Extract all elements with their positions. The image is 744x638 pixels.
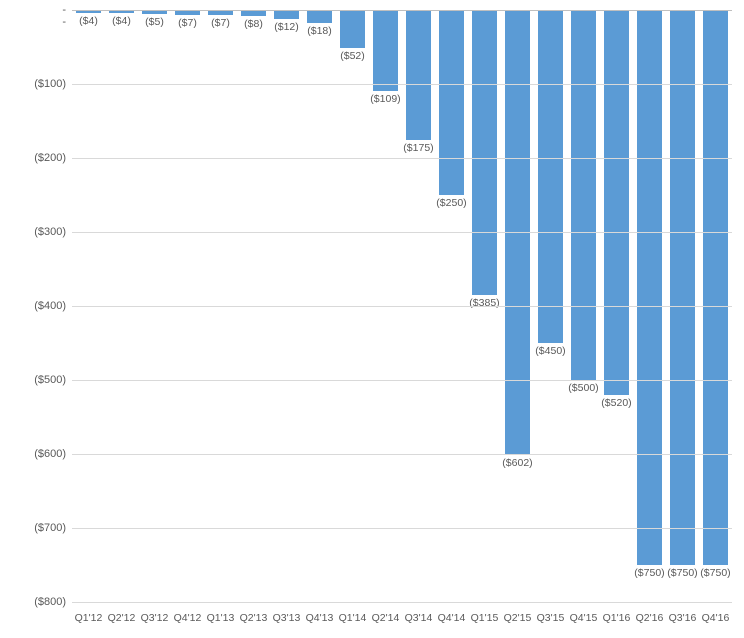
x-tick-label: Q3'12 (138, 612, 171, 624)
gridline (72, 84, 732, 85)
x-tick-label: Q2'12 (105, 612, 138, 624)
bar (703, 10, 729, 565)
gridline (72, 380, 732, 381)
x-tick-label: Q3'14 (402, 612, 435, 624)
bar (637, 10, 663, 565)
bar (439, 10, 465, 195)
bar (571, 10, 597, 380)
gridline (72, 10, 732, 11)
x-tick-label: Q2'14 (369, 612, 402, 624)
x-tick-label: Q1'14 (336, 612, 369, 624)
x-tick-label: Q4'12 (171, 612, 204, 624)
bar-value-label: ($385) (469, 297, 499, 309)
bar-value-label: ($7) (178, 17, 197, 29)
bar-value-label: ($4) (112, 15, 131, 27)
x-tick-label: Q1'16 (600, 612, 633, 624)
bar-value-label: ($18) (307, 25, 332, 37)
gridline (72, 232, 732, 233)
y-tick-zero: -- (62, 4, 72, 28)
bar-value-label: ($250) (436, 197, 466, 209)
bar-value-label: ($175) (403, 142, 433, 154)
x-tick-label: Q2'16 (633, 612, 666, 624)
bar-value-label: ($5) (145, 16, 164, 28)
y-tick-label: ($300) (34, 226, 72, 238)
bar (670, 10, 696, 565)
bar-value-label: ($602) (502, 457, 532, 469)
bar (538, 10, 564, 343)
x-tick-label: Q4'13 (303, 612, 336, 624)
gridline (72, 454, 732, 455)
bar-value-label: ($450) (535, 345, 565, 357)
bar (604, 10, 630, 395)
bar (373, 10, 399, 91)
x-tick-label: Q4'15 (567, 612, 600, 624)
bar-value-label: ($8) (244, 18, 263, 30)
bar-value-label: ($750) (700, 567, 730, 579)
x-tick-label: Q1'15 (468, 612, 501, 624)
plot-area: -- ($4)($4)($5)($7)($7)($8)($12)($18)($5… (72, 10, 732, 602)
x-tick-label: Q1'13 (204, 612, 237, 624)
bar (307, 10, 333, 23)
bar-value-label: ($750) (667, 567, 697, 579)
bar-value-label: ($109) (370, 93, 400, 105)
x-axis: Q1'12Q2'12Q3'12Q4'12Q1'13Q2'13Q3'13Q4'13… (72, 612, 732, 624)
bar-value-label: ($7) (211, 17, 230, 29)
bar-value-label: ($4) (79, 15, 98, 27)
x-tick-label: Q4'14 (435, 612, 468, 624)
bar (274, 10, 300, 19)
bar (472, 10, 498, 295)
x-tick-label: Q2'15 (501, 612, 534, 624)
x-tick-label: Q3'15 (534, 612, 567, 624)
bar-value-label: ($520) (601, 397, 631, 409)
y-tick-label: ($100) (34, 78, 72, 90)
x-tick-label: Q2'13 (237, 612, 270, 624)
y-tick-label: ($200) (34, 152, 72, 164)
bar (406, 10, 432, 140)
bar-value-label: ($12) (274, 21, 299, 33)
x-tick-label: Q3'16 (666, 612, 699, 624)
y-tick-label: ($600) (34, 448, 72, 460)
x-tick-label: Q3'13 (270, 612, 303, 624)
bar-value-label: ($750) (634, 567, 664, 579)
y-tick-label: ($400) (34, 300, 72, 312)
y-tick-label: ($800) (34, 596, 72, 608)
gridline (72, 602, 732, 603)
bar-value-label: ($500) (568, 382, 598, 394)
y-tick-label: ($700) (34, 522, 72, 534)
gridline (72, 306, 732, 307)
x-tick-label: Q1'12 (72, 612, 105, 624)
y-tick-label: ($500) (34, 374, 72, 386)
gridline (72, 158, 732, 159)
x-tick-label: Q4'16 (699, 612, 732, 624)
bar (340, 10, 366, 48)
bar-value-label: ($52) (340, 50, 365, 62)
gridline (72, 528, 732, 529)
bar-chart: -- ($4) ($4) ($5) ($7) ($7) ($8) ($12) ($18) ($5… (0, 0, 744, 638)
